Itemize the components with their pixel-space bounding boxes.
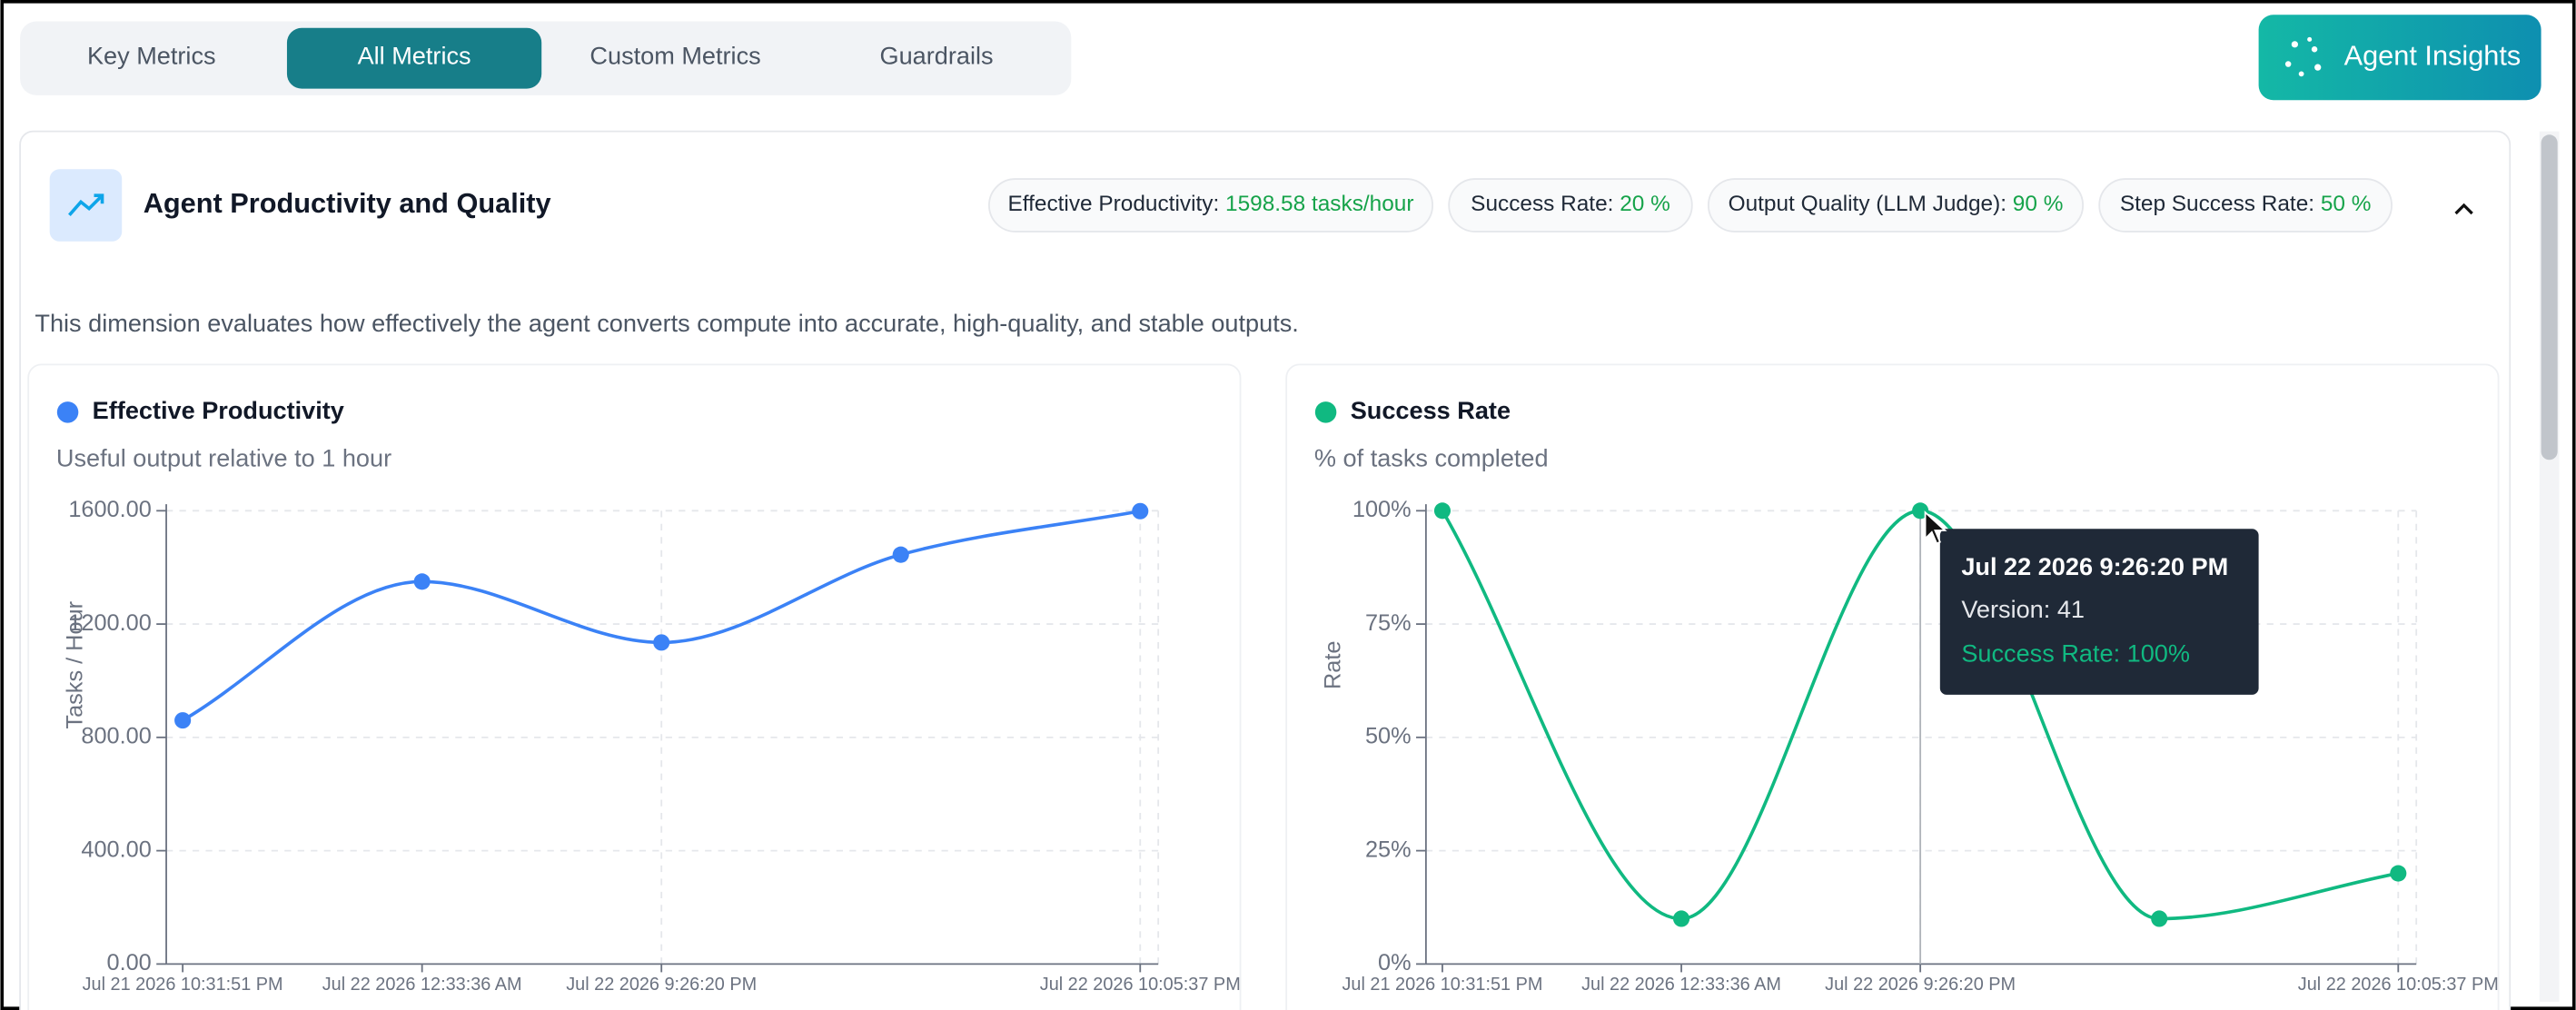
tooltip-value: Success Rate: 100% [1961, 639, 2190, 668]
sparkle-icon [2284, 36, 2322, 77]
data-point [1433, 502, 1451, 520]
metric-pill-text: Success Rate: 20 % [1471, 192, 1670, 216]
y-tick-label: 75% [1365, 610, 1412, 636]
pill-label: Success Rate: [1471, 192, 1613, 216]
chart-subtitle: Useful output relative to 1 hour [56, 443, 391, 471]
y-tick-label: 100% [1352, 497, 1412, 522]
y-tick-label: 800.00 [81, 724, 151, 749]
metric-pill [1707, 178, 2085, 233]
data-point [653, 634, 670, 651]
y-tick-label: 50% [1365, 724, 1412, 749]
y-axis-label: Rate [1320, 641, 1345, 689]
agent-insights-button[interactable] [2258, 15, 2541, 101]
x-tick-label: Jul 21 2026 10:31:51 PM [1342, 975, 1542, 995]
y-tick-label: 400.00 [81, 837, 151, 862]
pill-value: 90 % [2013, 192, 2064, 216]
trend-icon [68, 193, 104, 217]
data-point [892, 546, 909, 563]
x-tick-label: Jul 22 2026 12:33:36 AM [322, 975, 522, 995]
tab-bar [20, 21, 1072, 95]
pill-value: 20 % [1620, 192, 1670, 216]
chart-card [1285, 363, 2500, 1010]
x-tick-label: Jul 22 2026 10:05:37 PM [1040, 975, 1241, 995]
y-tick-label: 0.00 [107, 950, 152, 975]
x-tick-label: Jul 22 2026 9:26:20 PM [566, 975, 757, 995]
mouse-cursor [1924, 510, 1947, 545]
pill-value: 1598.58 tasks/hour [1225, 192, 1413, 216]
legend-dot [1314, 401, 1337, 423]
x-tick-label: Jul 22 2026 9:26:20 PM [1825, 975, 2016, 995]
button-label[interactable]: Agent Insights [2344, 39, 2522, 71]
data-point [413, 573, 431, 590]
data-point [1673, 910, 1690, 927]
x-tick-label: Jul 22 2026 12:33:36 AM [1581, 975, 1781, 995]
x-tick-label: Jul 21 2026 10:31:51 PM [83, 975, 283, 995]
pill-label: Step Success Rate: [2120, 192, 2314, 216]
series-line [1441, 509, 2399, 921]
metric-pill-text: Effective Productivity: 1598.58 tasks/ho… [1008, 192, 1414, 216]
tab-label[interactable]: Custom Metrics [590, 41, 760, 69]
tab-label[interactable]: Guardrails [880, 41, 994, 69]
section-title: Agent Productivity and Quality [144, 187, 551, 219]
y-axis-label: Tasks / Hour [62, 601, 87, 729]
chart-card [27, 363, 1242, 1010]
y-tick-label: 0% [1378, 950, 1412, 975]
y-tick-label: 1600.00 [68, 497, 151, 522]
tooltip-version: Version: 41 [1961, 595, 2085, 623]
pill-label: Effective Productivity: [1008, 192, 1220, 216]
data-point [1132, 502, 1149, 520]
x-tick-label: Jul 22 2026 10:05:37 PM [2298, 975, 2499, 995]
tab-label[interactable]: All Metrics [358, 41, 471, 69]
collapse-chevron[interactable] [2454, 203, 2473, 215]
pill-label: Output Quality (LLM Judge): [1729, 192, 2006, 216]
scrollbar-thumb[interactable] [2541, 134, 2558, 460]
metric-pill [2098, 178, 2393, 233]
active-tab[interactable] [286, 27, 542, 89]
data-point [2151, 910, 2168, 927]
metric-pill-text: Step Success Rate: 50 % [2120, 192, 2372, 216]
legend-dot [56, 401, 79, 423]
pill-value: 50 % [2321, 192, 2372, 216]
tooltip [1939, 529, 2259, 695]
chart-subtitle: % of tasks completed [1314, 443, 1549, 471]
trend-icon-arrow [94, 193, 104, 204]
metric-pill [988, 178, 1434, 233]
tab-label[interactable]: Key Metrics [87, 41, 216, 69]
chart-title: Effective Productivity [93, 396, 344, 424]
y-tick-label: 25% [1365, 837, 1412, 862]
metric-pill [1448, 178, 1693, 233]
tooltip-title: Jul 22 2026 9:26:20 PM [1961, 552, 2228, 580]
y-tick-label: 1200.00 [68, 610, 151, 636]
metric-pill-text: Output Quality (LLM Judge): 90 % [1729, 192, 2064, 216]
chart-title: Success Rate [1351, 396, 1511, 424]
data-point [2390, 865, 2407, 882]
data-point [174, 712, 192, 729]
section-description: This dimension evaluates how effectively… [35, 309, 1298, 337]
